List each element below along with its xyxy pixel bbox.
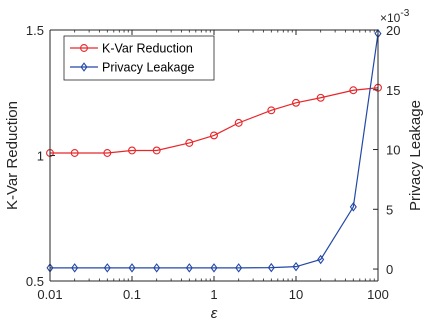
legend-box [63, 35, 215, 81]
series-1-point-2 [103, 263, 111, 273]
legend-label-0: K-Var Reduction [102, 42, 193, 56]
x-tick-label-1: 0.1 [123, 287, 141, 302]
right-axis-exponent: ×10-3 [380, 8, 410, 25]
x-tick-label-3: 10 [289, 287, 303, 302]
exponent-power: -3 [400, 8, 409, 19]
left-axis-title: K-Var Reduction [4, 101, 21, 210]
series-1-point-10 [317, 254, 325, 265]
series-1-point-3 [128, 263, 136, 273]
legend: K-Var Reduction Privacy Leakage [63, 35, 215, 81]
right-y-tick-label-0: 0 [386, 262, 393, 277]
right-y-tick-label-2: 10 [386, 143, 400, 158]
right-y-tick-label-3: 15 [386, 83, 400, 98]
series-0-point-2 [103, 149, 112, 157]
x-tick-label-2: 1 [210, 287, 217, 302]
series-0-point-5 [185, 139, 194, 147]
series-0-point-7 [234, 118, 243, 127]
right-y-tick-label-4: 20 [386, 23, 400, 38]
series-line-1 [50, 33, 379, 269]
series-0-point-3 [128, 146, 136, 155]
left-y-tick-label-1: 1 [37, 149, 44, 164]
series-0-point-10 [316, 93, 325, 102]
right-y-tick-label-1: 5 [386, 202, 393, 217]
legend-marker-1 [80, 62, 88, 72]
series-0-point-9 [292, 98, 300, 107]
series-0-point-1 [70, 149, 79, 157]
series-1-point-11 [349, 202, 357, 212]
left-y-tick-label-2: 1.5 [26, 23, 44, 38]
series-1-point-8 [267, 262, 275, 273]
legend-marker-0 [80, 44, 88, 52]
series-1-point-6 [210, 263, 218, 273]
right-axis-title: Privacy Leakage [407, 100, 424, 211]
series-1-point-5 [185, 263, 193, 273]
x-tick-label-0: 0.01 [37, 287, 62, 302]
legend-label-1: Privacy Leakage [102, 61, 194, 75]
series-0-point-4 [152, 146, 161, 155]
series-1-point-7 [235, 263, 243, 273]
left-y-tick-label-0: 0.5 [26, 274, 44, 289]
x-axis-title: ε [211, 305, 218, 322]
series-0-point-6 [210, 131, 218, 140]
series-0-point-11 [349, 86, 358, 95]
series-1-point-1 [71, 263, 79, 273]
series-1-point-4 [153, 263, 161, 273]
series-0-point-8 [267, 106, 276, 115]
axes-layer: 0.01 0.1 1 10 100 0.5 1 1.5 0 5 10 15 20×10-3 K-Var R… [4, 8, 424, 322]
series-line-0 [50, 87, 379, 154]
series-1-point-9 [292, 261, 300, 272]
x-tick-label-4: 100 [367, 287, 389, 302]
exponent-base: ×10 [380, 11, 401, 25]
